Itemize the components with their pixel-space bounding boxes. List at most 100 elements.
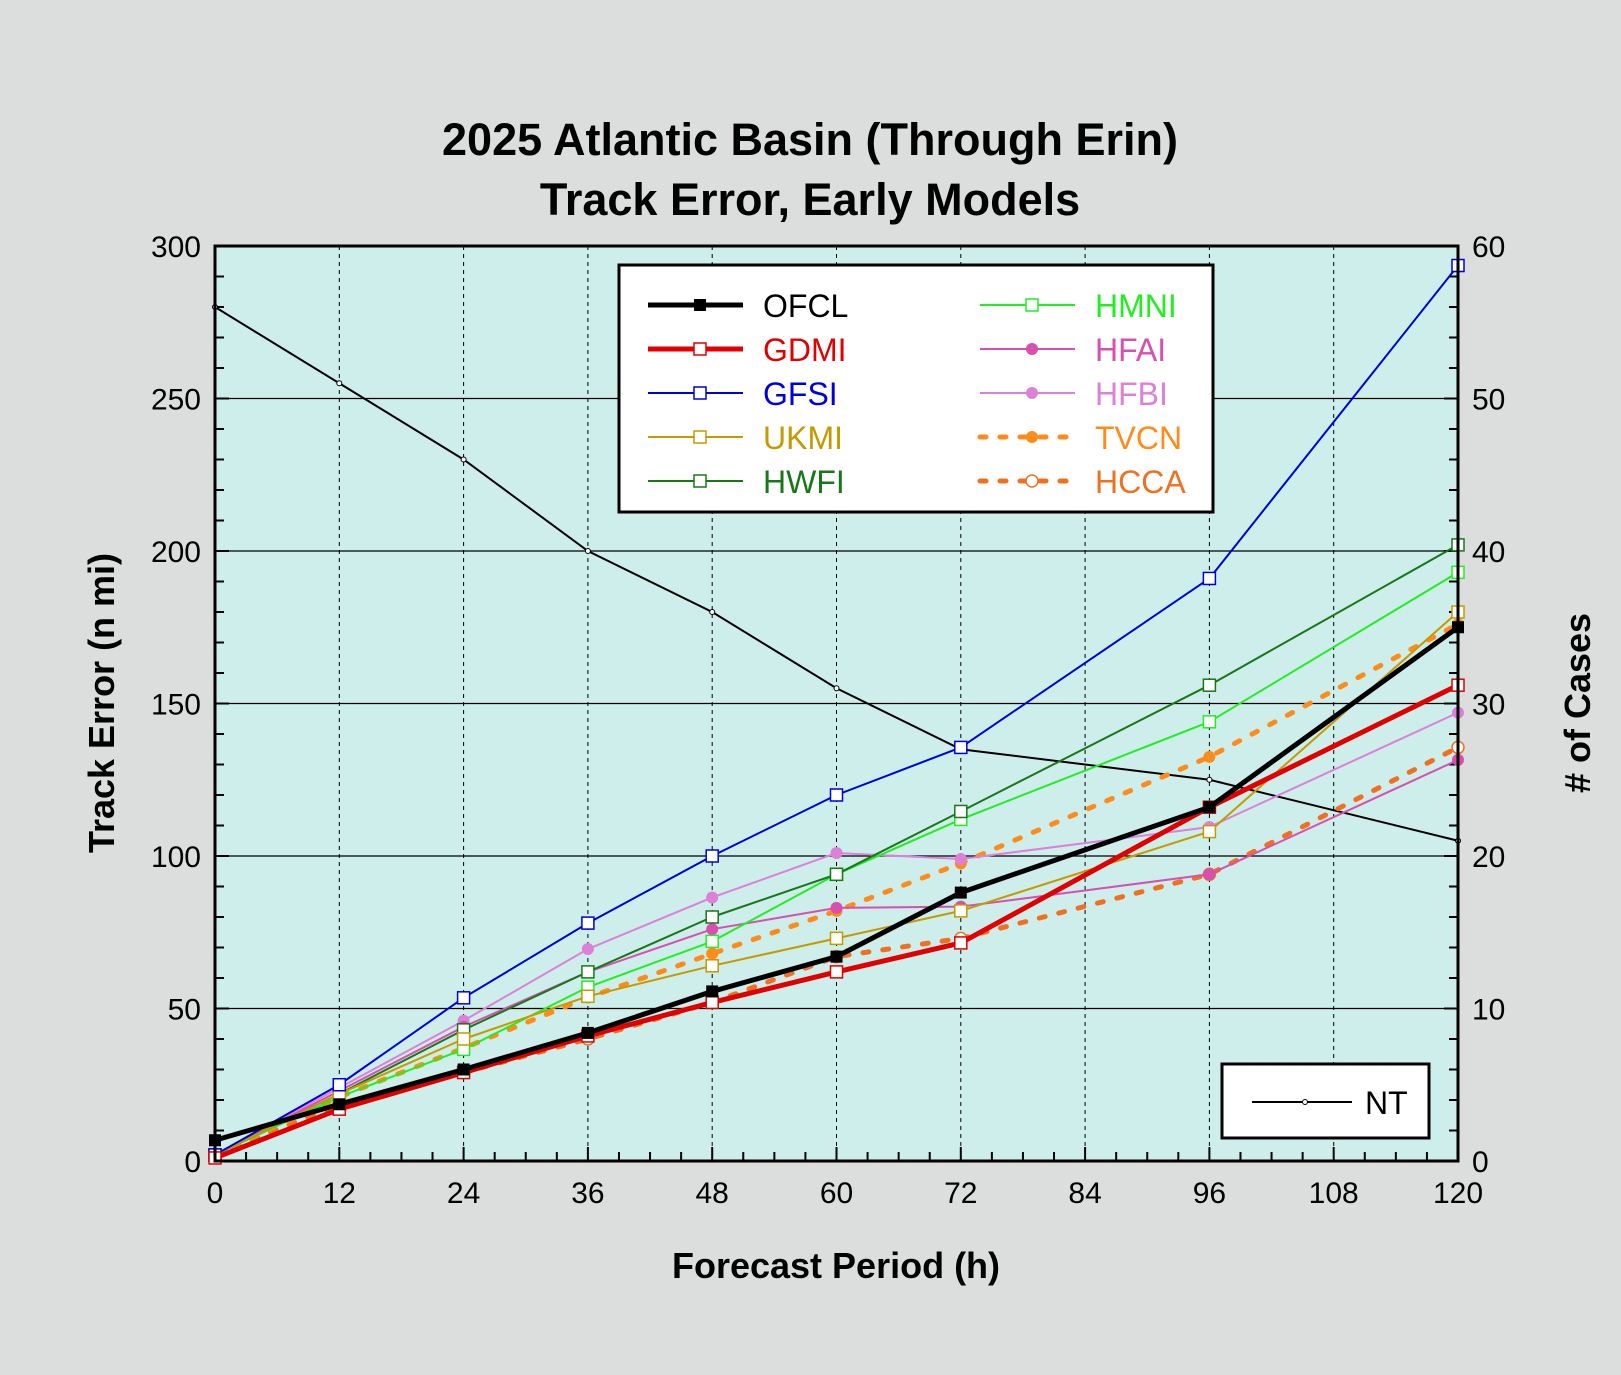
point-ofcl — [706, 985, 719, 998]
x-tick-label: 96 — [1193, 1177, 1226, 1210]
x-tick-label: 24 — [447, 1177, 480, 1210]
point-hfai — [1203, 868, 1216, 881]
point-ofcl — [581, 1026, 594, 1039]
point-ofcl — [457, 1063, 470, 1076]
point-hwfi — [705, 910, 719, 924]
point-ukmi — [581, 989, 595, 1004]
legend-marker-hfbi — [1026, 387, 1038, 399]
legend-marker-gfsi — [693, 386, 707, 400]
y2-tick-label: 20 — [1472, 841, 1505, 874]
point-hwfi — [954, 804, 968, 819]
plot-frame — [213, 244, 1460, 1163]
point-hfai — [706, 923, 719, 936]
x-tick-label: 84 — [1068, 1177, 1101, 1210]
point-hfbi — [830, 846, 843, 859]
point-nt — [584, 548, 591, 554]
legend-marker-hfai — [1026, 343, 1038, 355]
y2-tick-label: 50 — [1472, 384, 1505, 417]
point-hmni — [1202, 715, 1217, 729]
legend-marker-tvcn — [1026, 431, 1038, 443]
legend: OFCL GDMI GFSI UKMI HWFI HMNI HFAI HFBI TVCN HCCA — [617, 263, 1215, 514]
legend-marker-nt — [1302, 1099, 1308, 1105]
x-tick-label: 120 — [1433, 1177, 1483, 1210]
x-tick-label: 60 — [820, 1177, 853, 1210]
x-tick-label: 0 — [207, 1177, 224, 1210]
point-hmni — [705, 934, 719, 949]
point-ukmi — [829, 931, 844, 946]
point-hwfi — [581, 965, 595, 979]
y-tick-label: 0 — [184, 1146, 201, 1179]
point-gdmi — [829, 965, 844, 979]
y2-axis-label: # of Cases — [1557, 613, 1598, 793]
x-tick-label: 48 — [696, 1177, 729, 1210]
point-gdmi — [705, 995, 719, 1010]
y2-tick-label: 40 — [1472, 536, 1505, 569]
point-hfbi — [581, 943, 594, 956]
point-gfsi — [954, 740, 968, 755]
legend-label-ofcl: OFCL — [763, 288, 848, 324]
point-ukmi — [1202, 824, 1217, 839]
x-tick-label: 108 — [1309, 1177, 1359, 1210]
legend-marker-gdmi — [693, 342, 707, 356]
y-tick-label: 250 — [151, 384, 201, 417]
x-tick-label: 72 — [944, 1177, 977, 1210]
point-tvcn — [1203, 750, 1216, 763]
y-tick-label: 200 — [151, 536, 201, 569]
point-hwfi — [1202, 678, 1217, 692]
point-gfsi — [705, 849, 719, 863]
y-tick-label: 50 — [168, 994, 201, 1027]
y-axis-label: Track Error (n mi) — [81, 553, 122, 853]
legend-label-hfbi: HFBI — [1095, 376, 1168, 412]
x-axis-label: Forecast Period (h) — [672, 1245, 1000, 1286]
point-ukmi — [705, 959, 719, 973]
x-tick-label: 12 — [323, 1177, 356, 1210]
legend-label-hwfi: HWFI — [763, 464, 845, 500]
y2-tick-label: 10 — [1472, 994, 1505, 1027]
legend-label-gfsi: GFSI — [763, 376, 838, 412]
point-gdmi — [954, 936, 968, 950]
point-hfbi — [706, 891, 719, 904]
point-hfai — [830, 901, 843, 914]
point-nt — [460, 456, 467, 463]
point-gfsi — [581, 916, 595, 930]
series-group — [208, 258, 1465, 1165]
point-gfsi — [1202, 571, 1217, 586]
chart-title-line-1: 2025 Atlantic Basin (Through Erin) — [442, 114, 1178, 165]
legend-label-ukmi: UKMI — [763, 420, 843, 456]
legend-label-hfai: HFAI — [1095, 332, 1166, 368]
y-tick-label: 300 — [151, 231, 201, 264]
point-hfbi — [954, 853, 967, 866]
y2-tick-label: 0 — [1472, 1146, 1489, 1179]
legend-nt: NT — [1220, 1062, 1431, 1140]
point-ukmi — [954, 904, 968, 918]
legend-label-tvcn: TVCN — [1095, 420, 1182, 456]
legend-label-hcca: HCCA — [1095, 464, 1186, 500]
legend-marker-ofcl — [694, 299, 706, 311]
axis-ticks: 0 12 24 36 48 60 72 84 96 108 12005010015020025030… — [151, 231, 1505, 1210]
series-ofcl — [209, 621, 1464, 1147]
legend-marker-hwfi — [693, 474, 707, 488]
point-nt — [1206, 776, 1213, 783]
legend-marker-hmni — [1025, 298, 1039, 312]
legend-label-nt: NT — [1365, 1085, 1408, 1121]
y-tick-label: 100 — [151, 841, 201, 874]
point-ukmi — [456, 1032, 471, 1046]
legend-marker-ukmi — [693, 430, 707, 444]
legend-label-gdmi: GDMI — [763, 332, 847, 368]
point-hwfi — [829, 867, 844, 882]
point-ofcl — [954, 886, 967, 899]
point-gfsi — [456, 991, 471, 1005]
y2-tick-label: 30 — [1472, 689, 1505, 722]
point-nt — [833, 685, 840, 692]
point-ofcl — [1203, 801, 1216, 814]
legend-label-hmni: HMNI — [1095, 288, 1177, 324]
point-ofcl — [830, 950, 843, 963]
point-gfsi — [829, 788, 844, 802]
y-tick-label: 150 — [151, 689, 201, 722]
point-nt — [336, 380, 343, 387]
point-ofcl — [333, 1098, 346, 1111]
legend-marker-hcca — [1025, 474, 1039, 488]
point-tvcn — [706, 947, 719, 960]
y2-tick-label: 60 — [1472, 231, 1505, 264]
